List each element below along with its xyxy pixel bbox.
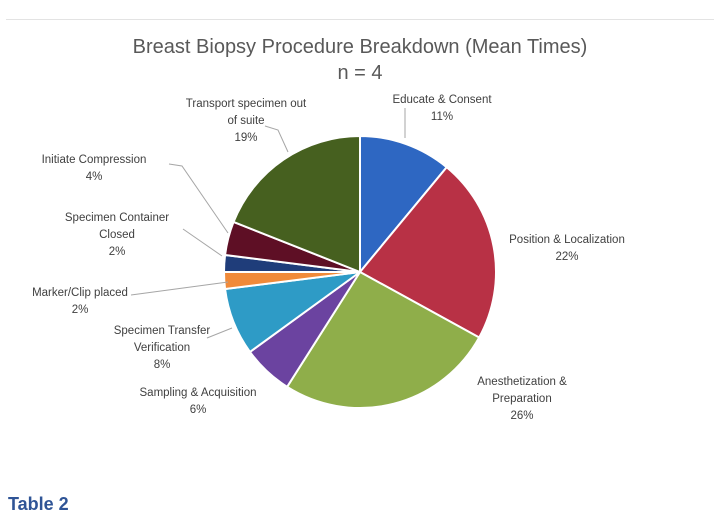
slice-label: Marker/Clip placed 2% bbox=[32, 287, 128, 316]
slice-label: Specimen Container Closed 2% bbox=[65, 212, 169, 258]
slice-label: Specimen Transfer Verification 8% bbox=[114, 325, 211, 371]
chart-title: Breast Biopsy Procedure Breakdown (Mean … bbox=[132, 36, 588, 58]
leader-line bbox=[130, 281, 229, 296]
slice-label: Anesthetization & Preparation 26% bbox=[477, 376, 567, 422]
slice-label: Transport specimen out of suite 19% bbox=[186, 98, 307, 144]
table-caption: Table 2 bbox=[8, 494, 69, 514]
pie-slice-anesthetization-preparation bbox=[285, 270, 481, 410]
pie-slice-position-localization bbox=[358, 165, 497, 339]
leader-line bbox=[206, 327, 233, 339]
pie-slice-educate-consent bbox=[359, 134, 449, 275]
leader-line bbox=[168, 163, 229, 234]
slice-label: Position & Localization 22% bbox=[509, 234, 625, 263]
slice-label: Initiate Compression 4% bbox=[42, 154, 147, 183]
slice-label: Sampling & Acquisition 6% bbox=[140, 387, 257, 416]
leader-line bbox=[264, 125, 289, 153]
chart-subtitle: n = 4 bbox=[337, 62, 383, 84]
slice-label: Educate & Consent 11% bbox=[392, 94, 492, 123]
top-divider bbox=[6, 19, 714, 20]
leader-line bbox=[182, 228, 223, 257]
pie-slice-transport-specimen-out-of-suite bbox=[232, 134, 361, 274]
